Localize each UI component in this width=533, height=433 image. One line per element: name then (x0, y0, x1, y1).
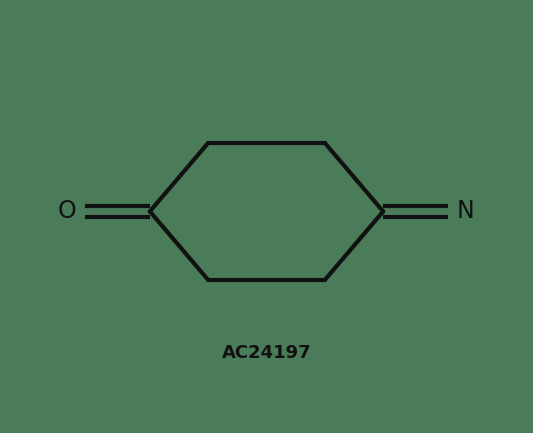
Text: O: O (58, 200, 77, 223)
Text: AC24197: AC24197 (222, 344, 311, 362)
Text: N: N (456, 200, 474, 223)
